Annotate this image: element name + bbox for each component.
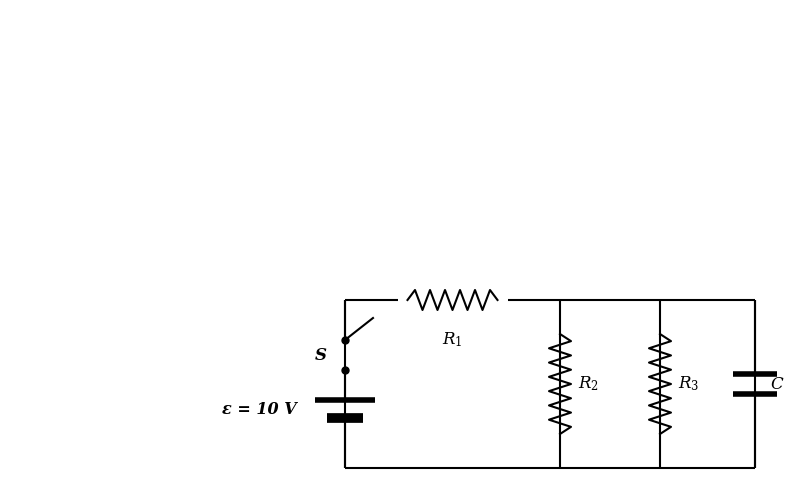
Text: $C$: $C$ <box>770 375 785 392</box>
Text: $R_1$: $R_1$ <box>442 330 463 349</box>
Text: S: S <box>315 347 327 364</box>
Text: $R_3$: $R_3$ <box>678 374 700 393</box>
Text: $R_2$: $R_2$ <box>578 374 599 393</box>
Text: ε = 10 V: ε = 10 V <box>223 400 297 417</box>
